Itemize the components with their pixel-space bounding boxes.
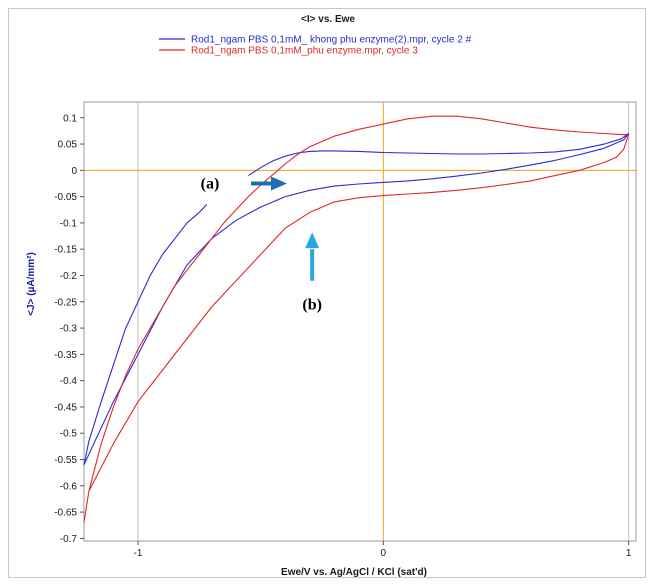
y-tick-label: -0.55: [54, 455, 77, 466]
x-tick-label: 0: [381, 548, 387, 559]
legend-label-1: Rod1_ngam PBS 0,1mM_ khong phu enzyme(2)…: [191, 35, 472, 46]
y-tick-label: -0.05: [54, 192, 77, 203]
grid: [137, 102, 630, 541]
y-tick-label: -0.15: [54, 245, 77, 256]
x-tick-label: 1: [626, 548, 632, 559]
y-tick-label: -0.25: [54, 297, 77, 308]
y-tick-label: -0.5: [60, 429, 78, 440]
x-axis: -1 0 1: [134, 541, 632, 559]
x-axis-label: Ewe/V vs. Ag/AgCl / KCl (sat'd): [281, 567, 427, 578]
y-tick-label: -0.4: [60, 376, 78, 387]
y-tick-label: -0.35: [54, 350, 77, 361]
chart-svg: <I> vs. Ewe Rod1_ngam PBS 0,1mM_ khong p…: [26, 14, 637, 578]
series-line-2: [83, 115, 630, 523]
y-axis: 0.1 0.05 0 -0.05 -0.1 -0.15 -0.2 -0.25 -0.3 -0.35…: [54, 113, 84, 545]
legend: Rod1_ngam PBS 0,1mM_ khong phu enzyme(2)…: [159, 35, 472, 57]
x-tick-label: -1: [134, 548, 143, 559]
series-line-1: [83, 132, 630, 466]
zero-lines: [84, 102, 636, 541]
y-tick-label: -0.7: [60, 534, 78, 545]
y-tick-label: -0.65: [54, 508, 77, 519]
y-tick-label: 0: [71, 166, 77, 177]
y-tick-label: -0.3: [60, 324, 78, 335]
series-layer: [83, 115, 630, 523]
plot-area: [83, 101, 637, 542]
chart-title: <I> vs. Ewe: [301, 14, 355, 25]
y-tick-label: -0.1: [60, 218, 78, 229]
arrow-b-head: [305, 232, 320, 249]
y-tick-label: -0.45: [54, 402, 77, 413]
y-tick-label: -0.2: [60, 271, 78, 282]
y-axis-label: <J> (µA/mm²): [26, 252, 37, 316]
annotations: (a) (b): [201, 175, 322, 313]
y-tick-label: 0.1: [63, 113, 77, 124]
y-tick-label: -0.6: [60, 481, 78, 492]
annotation-a-label: (a): [201, 175, 220, 192]
chart-frame: <I> vs. Ewe Rod1_ngam PBS 0,1mM_ khong p…: [8, 8, 646, 578]
y-tick-label: 0.05: [58, 140, 78, 151]
annotation-b-label: (b): [302, 296, 322, 313]
legend-label-2: Rod1_ngam PBS 0,1mM_phu enzyme.mpr, cycl…: [191, 46, 418, 57]
arrow-a-head: [271, 176, 287, 191]
